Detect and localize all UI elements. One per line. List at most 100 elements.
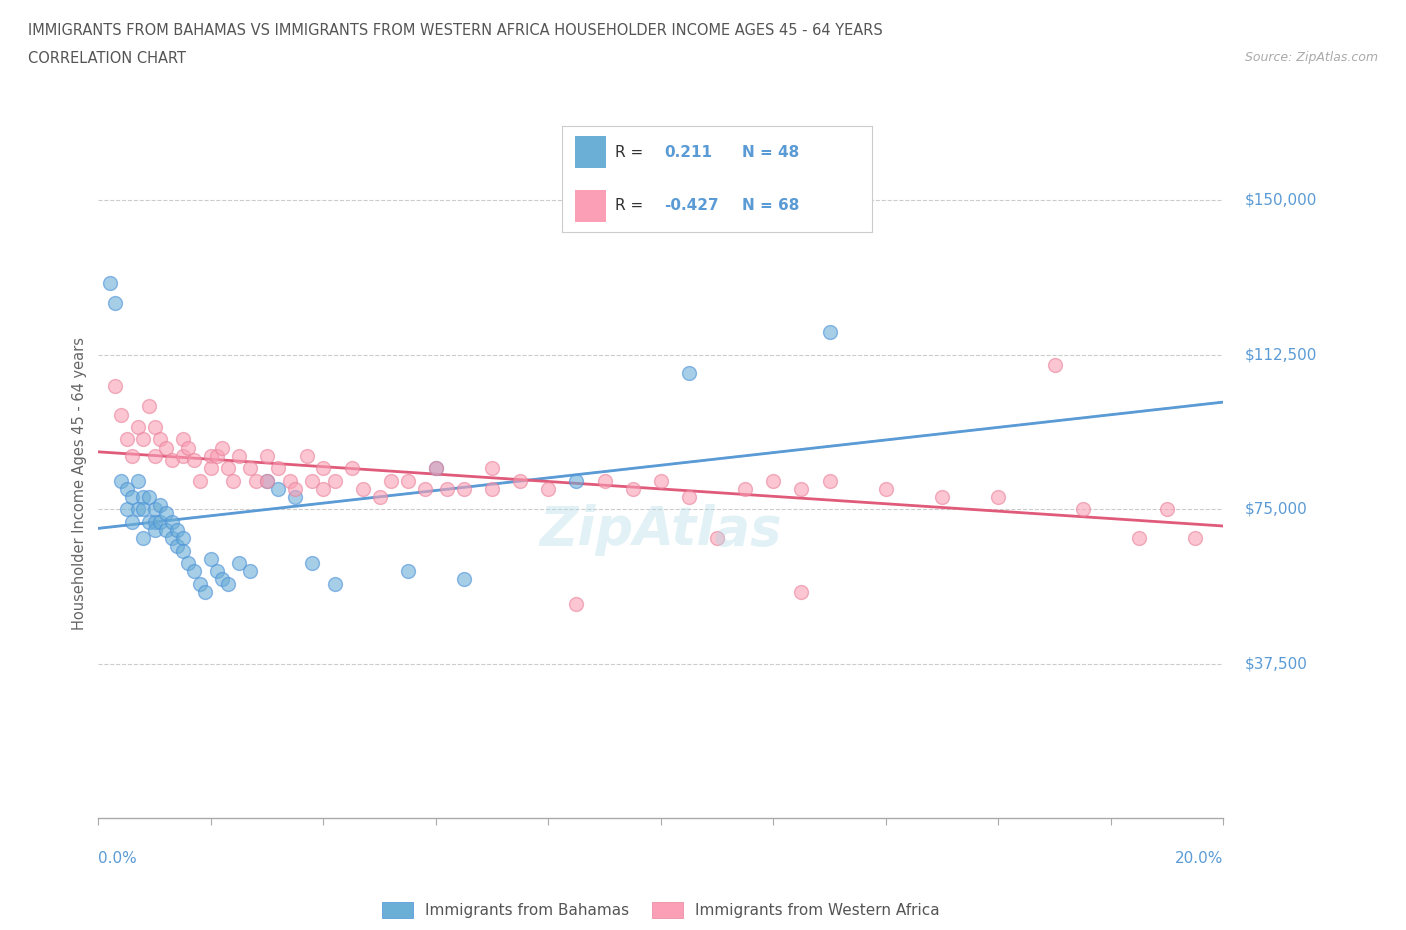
Point [352, 482, 374, 497]
Text: N = 68: N = 68 [742, 198, 799, 213]
Point [172, 543, 194, 558]
Text: N = 48: N = 48 [742, 145, 799, 160]
Point [1156, 502, 1178, 517]
Point [188, 473, 211, 488]
Point [323, 473, 346, 488]
Point [115, 482, 138, 497]
Point [149, 498, 172, 512]
Point [818, 473, 841, 488]
Text: 20.0%: 20.0% [1175, 851, 1223, 866]
Text: Source: ZipAtlas.com: Source: ZipAtlas.com [1244, 51, 1378, 64]
Point [295, 448, 318, 463]
Point [413, 482, 436, 497]
Point [790, 482, 813, 497]
Point [368, 489, 391, 504]
Point [340, 460, 363, 475]
Point [155, 440, 177, 455]
Bar [575, 190, 606, 221]
Point [177, 555, 200, 570]
Point [121, 514, 143, 529]
Point [115, 432, 138, 446]
Point [396, 473, 419, 488]
Text: 0.0%: 0.0% [98, 851, 138, 866]
Point [149, 432, 172, 446]
Point [155, 506, 177, 521]
Text: $150,000: $150,000 [1244, 193, 1316, 207]
Point [284, 489, 307, 504]
Point [239, 564, 262, 578]
Text: R =: R = [614, 198, 643, 213]
Point [762, 473, 785, 488]
Point [160, 453, 183, 468]
Point [278, 473, 301, 488]
Point [166, 523, 188, 538]
Point [875, 482, 897, 497]
Point [222, 473, 245, 488]
Point [104, 379, 127, 393]
Point [256, 473, 278, 488]
Point [205, 448, 228, 463]
Point [172, 432, 194, 446]
Point [160, 514, 183, 529]
Point [166, 539, 188, 554]
Point [132, 531, 155, 546]
Point [565, 597, 588, 612]
Point [245, 473, 267, 488]
Point [172, 448, 194, 463]
Point [155, 523, 177, 538]
Point [1071, 502, 1094, 517]
Point [931, 489, 953, 504]
Point [621, 482, 644, 497]
Point [110, 407, 132, 422]
Point [115, 502, 138, 517]
Legend: Immigrants from Bahamas, Immigrants from Western Africa: Immigrants from Bahamas, Immigrants from… [382, 902, 939, 918]
Point [425, 460, 447, 475]
Point [481, 460, 503, 475]
Point [138, 514, 160, 529]
Point [678, 365, 700, 380]
Point [149, 514, 172, 529]
Point [650, 473, 672, 488]
Point [211, 572, 233, 587]
Point [205, 564, 228, 578]
Point [121, 489, 143, 504]
Point [537, 482, 560, 497]
Point [200, 460, 222, 475]
Point [138, 489, 160, 504]
Point [1043, 358, 1066, 373]
Point [396, 564, 419, 578]
Point [183, 453, 205, 468]
Point [267, 460, 290, 475]
Point [211, 440, 233, 455]
Point [127, 419, 149, 434]
Text: R =: R = [614, 145, 643, 160]
Point [177, 440, 200, 455]
Point [380, 473, 402, 488]
Text: 0.211: 0.211 [665, 145, 713, 160]
Point [143, 419, 166, 434]
Point [436, 482, 458, 497]
Point [509, 473, 531, 488]
Text: $37,500: $37,500 [1244, 657, 1308, 671]
Text: $112,500: $112,500 [1244, 347, 1316, 363]
Point [987, 489, 1010, 504]
Point [818, 325, 841, 339]
Y-axis label: Householder Income Ages 45 - 64 years: Householder Income Ages 45 - 64 years [72, 337, 87, 631]
Point [228, 555, 250, 570]
Point [127, 473, 149, 488]
Point [734, 482, 756, 497]
Point [110, 473, 132, 488]
Text: IMMIGRANTS FROM BAHAMAS VS IMMIGRANTS FROM WESTERN AFRICA HOUSEHOLDER INCOME AGE: IMMIGRANTS FROM BAHAMAS VS IMMIGRANTS FR… [28, 23, 883, 38]
Point [323, 576, 346, 591]
Point [256, 448, 278, 463]
Point [790, 584, 813, 599]
Point [132, 489, 155, 504]
Point [127, 502, 149, 517]
Point [143, 514, 166, 529]
Point [706, 531, 728, 546]
Point [138, 399, 160, 414]
Text: -0.427: -0.427 [665, 198, 718, 213]
Point [565, 473, 588, 488]
Point [143, 502, 166, 517]
Point [239, 460, 262, 475]
